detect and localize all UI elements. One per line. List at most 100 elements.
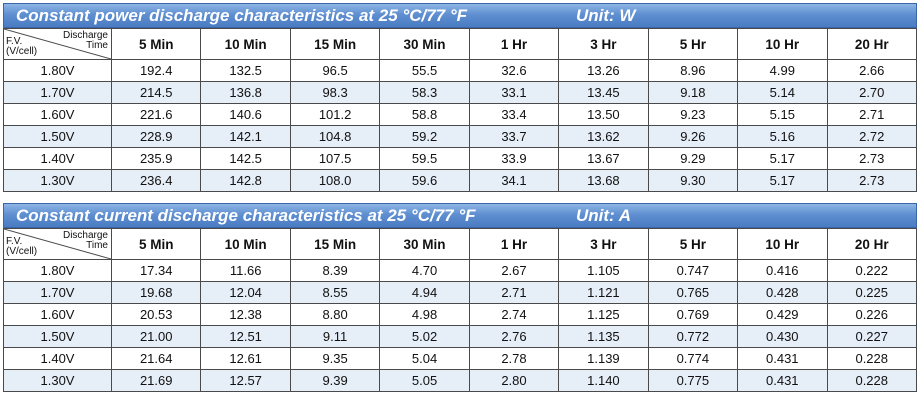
value-cell: 0.226 xyxy=(826,303,917,326)
current-unit: Unit: A xyxy=(576,206,632,225)
value-cell: 5.14 xyxy=(737,81,828,104)
table-row: 1.70V 19.68 12.04 8.55 4.94 2.71 1.121 0.765 0.4… xyxy=(3,281,917,304)
corner-cell: Discharge Time F.V. (V/cell) xyxy=(3,28,112,60)
value-cell: 5.17 xyxy=(737,169,828,192)
value-cell: 12.04 xyxy=(200,281,291,304)
value-cell: 0.765 xyxy=(647,281,739,304)
value-cell: 8.96 xyxy=(647,59,739,82)
value-cell: 9.30 xyxy=(647,169,739,192)
value-cell: 58.3 xyxy=(379,81,470,104)
column-header: 10 Min xyxy=(200,228,291,260)
value-cell: 236.4 xyxy=(110,169,202,192)
value-cell: 136.8 xyxy=(200,81,291,104)
final-voltage-cell: 1.40V xyxy=(3,147,112,170)
value-cell: 32.6 xyxy=(468,59,560,82)
table-row: 1.30V 21.69 12.57 9.39 5.05 2.80 1.140 0.775 0.4… xyxy=(3,369,917,392)
value-cell: 221.6 xyxy=(110,103,202,126)
value-cell: 2.67 xyxy=(468,259,560,282)
value-cell: 59.6 xyxy=(379,169,470,192)
value-cell: 0.431 xyxy=(737,347,828,370)
current-table: Discharge Time F.V. (V/cell) 5 Min 10 Min… xyxy=(3,228,917,392)
table-row: 1.80V 17.34 11.66 8.39 4.70 2.67 1.105 0.747 0.4… xyxy=(3,259,917,282)
value-cell: 0.774 xyxy=(647,347,739,370)
value-cell: 101.2 xyxy=(289,103,381,126)
corner-time-label: Discharge Time xyxy=(63,231,108,251)
corner-top-line-1: Discharge xyxy=(62,30,108,41)
value-cell: 0.227 xyxy=(826,325,917,348)
value-cell: 17.34 xyxy=(110,259,202,282)
value-cell: 2.66 xyxy=(826,59,917,82)
value-cell: 235.9 xyxy=(110,147,202,170)
value-cell: 59.5 xyxy=(379,147,470,170)
value-cell: 142.8 xyxy=(200,169,291,192)
value-cell: 0.747 xyxy=(647,259,739,282)
value-cell: 2.71 xyxy=(826,103,917,126)
value-cell: 1.139 xyxy=(558,347,649,370)
value-cell: 33.1 xyxy=(468,81,560,104)
value-cell: 2.76 xyxy=(468,325,560,348)
value-cell: 13.45 xyxy=(558,81,649,104)
value-cell: 2.72 xyxy=(826,125,917,148)
corner-fv-label: F.V. (V/cell) xyxy=(6,37,37,57)
column-header: 5 Hr xyxy=(647,228,739,260)
value-cell: 13.62 xyxy=(558,125,649,148)
value-cell: 21.64 xyxy=(110,347,202,370)
value-cell: 5.16 xyxy=(737,125,828,148)
value-cell: 4.70 xyxy=(379,259,470,282)
value-cell: 2.71 xyxy=(468,281,560,304)
value-cell: 13.68 xyxy=(558,169,649,192)
corner-bottom-line-2: (V/cell) xyxy=(6,46,38,57)
current-banner: Constant current discharge characteristi… xyxy=(3,203,917,228)
value-cell: 21.00 xyxy=(110,325,202,348)
value-cell: 5.05 xyxy=(379,369,470,392)
value-cell: 108.0 xyxy=(289,169,381,192)
value-cell: 11.66 xyxy=(200,259,291,282)
final-voltage-cell: 1.40V xyxy=(3,347,112,370)
power-banner: Constant power discharge characteristics… xyxy=(3,3,917,28)
value-cell: 20.53 xyxy=(110,303,202,326)
column-header: 15 Min xyxy=(289,28,381,60)
value-cell: 19.68 xyxy=(110,281,202,304)
table-row: 1.30V 236.4 142.8 108.0 59.6 34.1 13.68 9.30 5.1… xyxy=(3,169,917,192)
corner-bottom-line-2: (V/cell) xyxy=(6,246,38,257)
value-cell: 1.105 xyxy=(558,259,649,282)
value-cell: 21.69 xyxy=(110,369,202,392)
value-cell: 9.23 xyxy=(647,103,739,126)
value-cell: 9.11 xyxy=(289,325,381,348)
power-table: Discharge Time F.V. (V/cell) 5 Min 10 Min… xyxy=(3,28,917,192)
value-cell: 214.5 xyxy=(110,81,202,104)
column-header: 30 Min xyxy=(379,228,470,260)
final-voltage-cell: 1.50V xyxy=(3,325,112,348)
value-cell: 132.5 xyxy=(200,59,291,82)
corner-bottom-line-1: F.V. xyxy=(6,36,23,47)
column-header: 10 Hr xyxy=(737,228,828,260)
header-row: Discharge Time F.V. (V/cell) 5 Min 10 Min… xyxy=(3,28,917,60)
final-voltage-cell: 1.80V xyxy=(3,59,112,82)
column-header: 1 Hr xyxy=(468,228,560,260)
column-header: 3 Hr xyxy=(558,228,649,260)
value-cell: 2.74 xyxy=(468,303,560,326)
column-header: 5 Hr xyxy=(647,28,739,60)
value-cell: 33.7 xyxy=(468,125,560,148)
final-voltage-cell: 1.60V xyxy=(3,103,112,126)
value-cell: 0.228 xyxy=(826,347,917,370)
value-cell: 228.9 xyxy=(110,125,202,148)
table-row: 1.50V 21.00 12.51 9.11 5.02 2.76 1.135 0.772 0.4… xyxy=(3,325,917,348)
power-unit: Unit: W xyxy=(576,6,636,25)
value-cell: 8.39 xyxy=(289,259,381,282)
table-row: 1.80V 192.4 132.5 96.5 55.5 32.6 13.26 8.96 4.99… xyxy=(3,59,917,82)
current-title: Constant current discharge characteristi… xyxy=(16,206,476,225)
value-cell: 13.67 xyxy=(558,147,649,170)
value-cell: 8.80 xyxy=(289,303,381,326)
column-header: 10 Hr xyxy=(737,28,828,60)
column-header: 20 Hr xyxy=(826,28,917,60)
column-header: 5 Min xyxy=(110,28,202,60)
value-cell: 0.429 xyxy=(737,303,828,326)
value-cell: 33.4 xyxy=(468,103,560,126)
diagonal-divider xyxy=(4,29,111,59)
value-cell: 0.431 xyxy=(737,369,828,392)
corner-top-line-1: Discharge xyxy=(62,230,108,241)
value-cell: 8.55 xyxy=(289,281,381,304)
value-cell: 140.6 xyxy=(200,103,291,126)
value-cell: 1.121 xyxy=(558,281,649,304)
